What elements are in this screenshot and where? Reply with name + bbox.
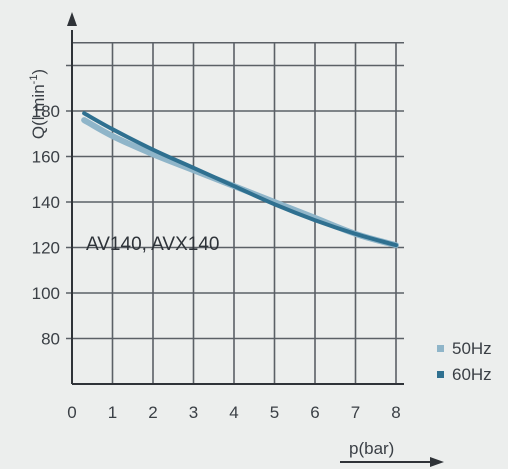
x-tick-label: 0 xyxy=(67,403,76,422)
y-axis-arrow-icon xyxy=(67,12,77,26)
grid xyxy=(66,41,404,384)
y-tick-label: 140 xyxy=(32,193,60,212)
x-tick-label: 5 xyxy=(270,403,279,422)
legend-label-60hz: 60Hz xyxy=(452,365,492,384)
x-axis-label: p(bar) xyxy=(349,439,394,458)
axes xyxy=(67,12,444,467)
x-tick-label: 6 xyxy=(310,403,319,422)
x-axis-arrow-icon xyxy=(430,457,444,467)
x-tick-label: 7 xyxy=(351,403,360,422)
y-tick-label: 80 xyxy=(41,330,60,349)
series-line-60hz xyxy=(82,111,398,248)
series-lines xyxy=(81,111,399,249)
y-tick-label: 120 xyxy=(32,239,60,258)
y-tick-labels: 80 100 120 140 160 180 xyxy=(32,102,60,349)
legend: 50Hz 60Hz xyxy=(437,339,492,384)
legend-swatch-60hz xyxy=(437,371,444,378)
y-axis-label: Q(l.min-1) xyxy=(28,69,48,139)
legend-swatch-50hz xyxy=(437,345,444,352)
curve-annotation: AV140, AVX140 xyxy=(86,234,219,255)
x-tick-label: 3 xyxy=(189,403,198,422)
y-tick-label: 160 xyxy=(32,148,60,167)
x-tick-label: 2 xyxy=(148,403,157,422)
x-tick-label: 8 xyxy=(391,403,400,422)
y-tick-label: 100 xyxy=(32,284,60,303)
legend-label-50hz: 50Hz xyxy=(452,339,492,358)
x-tick-label: 4 xyxy=(229,403,238,422)
x-tick-labels: 0 1 2 3 4 5 6 7 8 xyxy=(67,403,400,422)
x-tick-label: 1 xyxy=(108,403,117,422)
y-tick-label: 180 xyxy=(32,102,60,121)
